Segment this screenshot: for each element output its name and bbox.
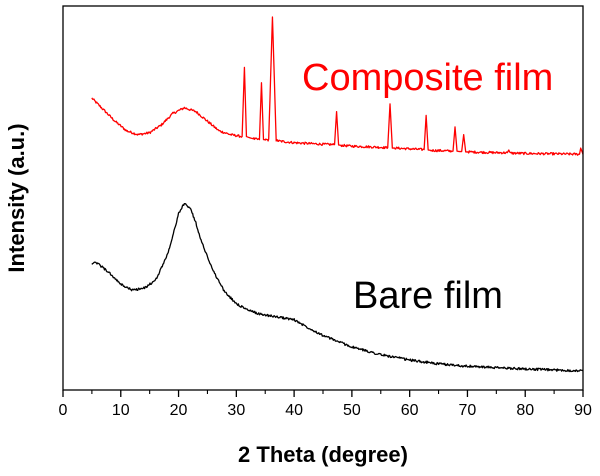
x-tick-label: 50: [343, 402, 361, 419]
x-tick-label: 40: [285, 402, 303, 419]
x-tick-label: 10: [112, 402, 130, 419]
x-axis-title: 2 Theta (degree): [238, 442, 408, 467]
x-tick-label: 90: [574, 402, 592, 419]
series-label-bare-film: Bare film: [353, 275, 503, 317]
x-tick-label: 70: [459, 402, 477, 419]
y-axis-title: Intensity (a.u.): [4, 123, 29, 272]
plot-lines: [91, 16, 584, 373]
x-tick-label: 0: [59, 402, 68, 419]
series-label-composite-film: Composite film: [302, 57, 553, 99]
x-axis: 0 10 20 30 40 50 60 70 80 90: [59, 390, 592, 419]
x-tick-label: 60: [401, 402, 419, 419]
x-tick-label: 80: [516, 402, 534, 419]
x-tick-label: 20: [170, 402, 188, 419]
series-line-bare-film: [91, 202, 584, 373]
x-tick-label: 30: [227, 402, 245, 419]
series-line-composite-film: [91, 16, 584, 156]
